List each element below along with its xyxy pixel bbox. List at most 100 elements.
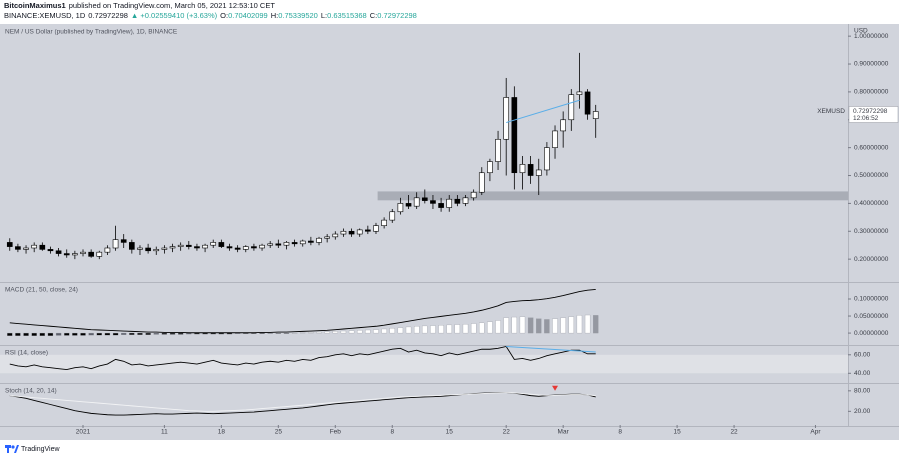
published: published on TradingView.com, March 05, … [69,1,276,10]
candle-body [104,247,111,253]
candle-body [145,247,151,252]
histogram-bar [300,332,306,334]
histogram-bar [96,332,102,336]
candle-body [584,91,591,115]
price-label: 0.72972298 [853,108,888,115]
y-tick-label: 40.00 [854,370,871,377]
logo-slash [14,445,19,453]
histogram-bar [348,330,355,334]
histogram-bar [430,325,436,334]
y-tick-label: 0.00000000 [854,330,889,337]
candle-body [299,240,306,245]
candle-body [592,111,599,119]
y-tick-label: 0.80000000 [854,89,889,96]
candle-body [210,242,217,246]
candle-body [478,172,485,193]
header-line-2: BINANCE:XEMUSD, 1D 0.72972298 ▲ +0.0255941… [4,11,417,20]
candle-body [373,225,379,232]
histogram-bar [332,331,338,334]
histogram-bar [324,331,330,334]
candle-body [446,198,453,208]
histogram-bar [462,324,469,334]
candle-body [430,200,436,204]
histogram-bar [316,331,322,334]
candle-body [544,147,550,171]
candle-body [527,164,534,176]
histogram-bar [291,332,298,334]
candle-body [348,230,355,235]
histogram-bar [414,326,420,334]
chart-area [0,24,899,440]
y-tick-label: 0.40000000 [854,200,889,207]
histogram-bar [283,332,290,334]
histogram-bar [470,323,477,334]
histogram-bar [487,321,493,334]
x-tick-label: 15 [673,429,681,436]
open-value: 0.70402099 [228,11,268,20]
candle-body [560,119,566,132]
histogram-bar [47,332,54,336]
histogram-bar [397,327,404,334]
y-tick-label: 60.00 [854,352,871,359]
logo-bar [5,445,11,448]
histogram-bar [39,332,45,336]
histogram-bar [64,332,70,336]
candle-body [96,251,103,257]
high-value: 0.75339520 [278,11,318,20]
candle-body [185,244,192,247]
candle-body [153,249,160,252]
author: BitcoinMaximus1 [4,1,66,10]
candle-body [340,230,347,235]
candle-body [495,138,501,162]
histogram-bar [438,325,444,334]
histogram-bar [519,316,526,334]
band [0,354,848,374]
histogram-bar [381,328,387,334]
candle-body [487,161,493,174]
histogram-bar [129,332,135,335]
candle-body [576,91,583,95]
candle-body [470,191,477,199]
histogram-bar [446,324,452,334]
x-tick-label: 8 [390,429,394,436]
histogram-bar [373,329,379,334]
candle-body [242,246,249,250]
candle-body [23,247,29,250]
histogram-bar [560,317,566,334]
histogram-bar [552,318,558,334]
indicator-line [9,392,596,412]
axis-unit: USD [854,28,868,35]
macd-line [9,289,596,334]
candle-body [283,242,290,246]
histogram-bar [527,317,534,334]
candle-body [267,243,274,246]
candle-body [31,244,38,249]
candle-body [308,240,314,243]
candle-body [251,246,257,249]
candle-body [535,169,542,176]
high-label: H: [271,11,279,20]
countdown: 12:06:52 [853,115,879,122]
logo-dot [11,445,15,449]
candle-body [381,219,387,226]
open-label: O: [220,11,228,20]
candle-body [462,197,469,204]
histogram-bar [202,332,208,335]
histogram-bar [584,314,591,334]
candle-body [389,211,396,221]
candle-body [161,247,168,250]
candle-body [438,203,444,208]
x-tick-label: 22 [730,429,738,436]
histogram-bar [479,322,485,334]
close-value: 0.72972298 [377,11,417,20]
candle-body [226,246,233,249]
x-tick-label: Apr [810,429,821,436]
y-tick-label: 0.90000000 [854,61,889,68]
histogram-bar [422,325,428,334]
candle-body [39,244,46,250]
x-tick-label: Mar [558,429,570,436]
indicator-line [9,345,596,371]
candle-body [194,246,200,249]
histogram-bar [31,332,37,336]
histogram-bar [121,332,127,335]
